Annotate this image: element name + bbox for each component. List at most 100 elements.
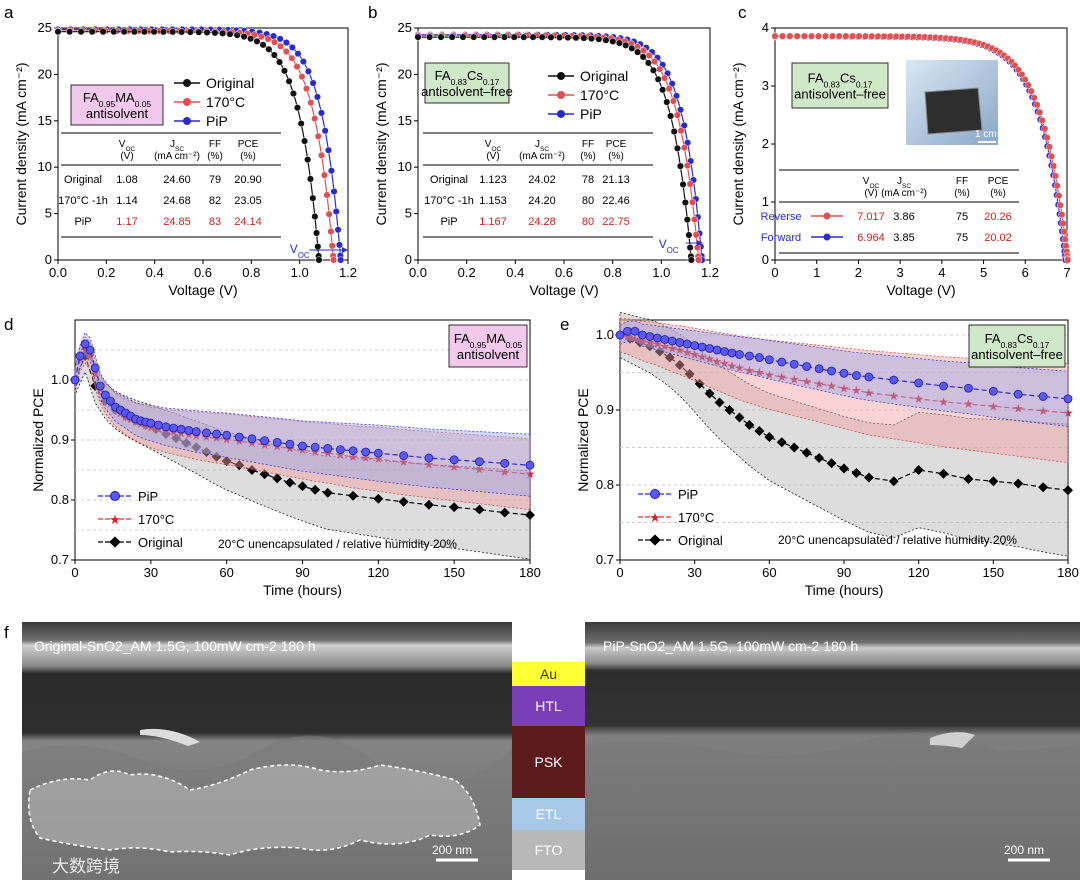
voc-arrowhead (342, 247, 348, 253)
data-point (1018, 70, 1026, 78)
data-point (80, 339, 90, 349)
series-line (619, 334, 1069, 414)
x-tick-label: 60 (219, 565, 233, 580)
data-point (270, 51, 278, 59)
data-point (301, 137, 309, 145)
data-point: ★ (719, 357, 730, 371)
data-point (259, 41, 267, 49)
table-cell: 1.167 (479, 216, 507, 228)
data-point (272, 473, 283, 484)
data-point (203, 28, 211, 37)
data-point (520, 33, 528, 41)
x-tick-label: 30 (144, 565, 158, 580)
composition-box (791, 62, 889, 109)
data-point (348, 446, 358, 456)
data-point (623, 326, 632, 336)
data-point: ★ (734, 361, 745, 375)
data-point (297, 120, 305, 128)
data-point (735, 350, 744, 359)
layer-stack-gap (512, 622, 585, 662)
series-original (414, 33, 695, 264)
data-point (475, 457, 484, 467)
data-point: ★ (90, 367, 101, 381)
data-point (325, 210, 333, 218)
data-point (270, 38, 278, 46)
data-point (913, 465, 924, 475)
y-tick-label: 0.9 (51, 432, 69, 447)
y-tick-label: 10 (398, 159, 412, 174)
table-cell: 24.85 (163, 216, 191, 228)
legend-marker (109, 536, 121, 548)
x-tick-label: 120 (367, 565, 389, 580)
data-point (649, 66, 657, 74)
condition-note: 20°C unencapsulated / relative humidity … (778, 533, 1017, 547)
data-point (1021, 76, 1029, 84)
x-tick-label: 120 (908, 565, 930, 580)
data-point (656, 65, 664, 73)
data-point (105, 396, 115, 406)
data-point (681, 198, 689, 207)
data-point: ★ (826, 379, 837, 393)
composition-box (968, 324, 1066, 368)
data-point (150, 28, 158, 36)
data-point (146, 418, 156, 428)
data-point (211, 451, 222, 462)
data-point (212, 429, 221, 439)
data-point (313, 93, 321, 101)
sem-grain-pip (930, 732, 975, 748)
data-point (330, 187, 338, 196)
data-point (426, 33, 434, 41)
data-point (529, 33, 537, 41)
y-tick-label: 5 (405, 206, 412, 221)
x-tick-label: 0.4 (146, 265, 164, 280)
watermark: 大数跨境 (52, 857, 120, 876)
x-tick-label: 90 (837, 565, 851, 580)
x-tick-label: 0.0 (49, 265, 67, 280)
data-point (914, 378, 924, 388)
data-point (100, 390, 110, 400)
data-point: ★ (644, 336, 655, 350)
panel-letter-e: e (560, 315, 569, 334)
table-header-unit: (%) (580, 151, 596, 162)
data-point: ★ (801, 375, 812, 389)
data-point (154, 420, 163, 430)
data-point (771, 32, 779, 40)
data-point (777, 357, 787, 367)
table-cell: 82 (209, 195, 221, 207)
table-header: VOC (863, 176, 880, 190)
data-point (399, 451, 409, 461)
legend-marker: ★ (649, 510, 661, 525)
data-point (171, 433, 182, 444)
voc-label: VOC (659, 237, 679, 255)
data-point (868, 32, 876, 40)
table-header: VOC (485, 139, 502, 153)
table-cell: 24.28 (528, 216, 556, 228)
process-label: antisolvent–free (971, 347, 1063, 362)
y-axis-label: Current density (mA cm⁻²) (730, 63, 746, 226)
table-cell: 80 (582, 195, 594, 207)
error-band (619, 312, 1069, 557)
data-point (654, 75, 662, 83)
data-point: ★ (963, 397, 974, 411)
table-cell: 24.14 (234, 216, 262, 228)
process-label: antisolvent–free (421, 84, 513, 99)
y-tick-label: 20 (38, 66, 52, 81)
table-header-unit: (%) (240, 151, 256, 162)
data-point (645, 332, 655, 341)
data-point (745, 351, 754, 361)
y-tick-label: 15 (398, 113, 412, 128)
data-point: ★ (310, 445, 321, 459)
data-point (470, 33, 478, 41)
composition-box (424, 62, 510, 104)
data-point (695, 256, 703, 264)
condition-note: 20°C unencapsulated / relative humidity … (218, 537, 457, 551)
table-cell: 78 (582, 174, 594, 186)
x-tick-label: 6 (1022, 265, 1029, 280)
table-cell: 23.05 (234, 195, 262, 207)
data-point (615, 39, 623, 47)
panel-letter-d: d (4, 315, 13, 334)
data-point (398, 496, 409, 507)
data-point: ★ (474, 462, 485, 476)
data-point (306, 175, 314, 183)
x-tick-label: 0.2 (97, 265, 115, 280)
